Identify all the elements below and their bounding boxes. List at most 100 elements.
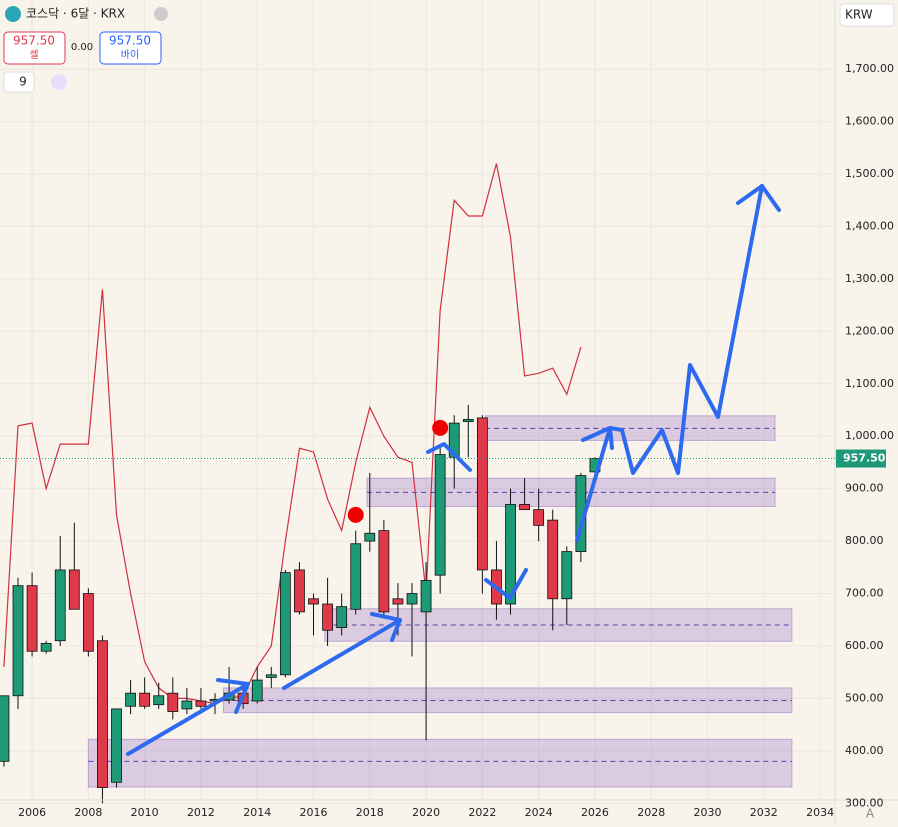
y-tick-label: 600.00: [845, 639, 884, 652]
candle-body: [167, 692, 179, 712]
candle-body: [378, 530, 390, 613]
y-tick-label: 1,700.00: [845, 62, 894, 75]
x-tick-label: 2020: [412, 806, 440, 819]
candle-body: [406, 593, 418, 605]
candle-body: [26, 585, 38, 652]
candle-body: [561, 551, 573, 600]
zone: [87, 738, 793, 788]
x-tick-label: 2030: [694, 806, 722, 819]
arrow: [575, 184, 764, 542]
sell-label: 셀: [29, 49, 38, 61]
candle-body: [12, 585, 24, 697]
y-tick-label: 1,400.00: [845, 220, 894, 233]
candle-body: [294, 569, 305, 613]
candle-body: [420, 580, 432, 613]
candle-body: [462, 419, 474, 422]
spread: 0.00: [71, 42, 93, 53]
buy-label: 바이: [121, 49, 139, 61]
x-tick-label: 2018: [356, 806, 384, 819]
x-tick-label: 2010: [131, 806, 159, 819]
y-tick-label: 1,000.00: [845, 429, 894, 442]
drawn-arrows: [126, 184, 781, 756]
scale-mode[interactable]: A: [866, 807, 875, 821]
arrow-head: [216, 678, 250, 714]
buy-button[interactable]: [99, 31, 162, 65]
candle-body: [279, 572, 291, 676]
candle-body: [153, 695, 165, 706]
signal-marker: [347, 506, 364, 523]
candle-body: [476, 417, 488, 571]
collapse-button[interactable]: [154, 7, 168, 21]
candle-body: [364, 532, 376, 542]
candle-body: [68, 569, 80, 610]
arrow-head: [581, 426, 614, 450]
arrow: [484, 568, 528, 600]
x-tick-label: 2016: [300, 806, 328, 819]
candle-body: [448, 422, 460, 458]
x-tick-label: 2022: [468, 806, 496, 819]
indicator-count: 9: [19, 75, 27, 89]
candle-body: [308, 598, 319, 605]
symbol: 코스닥 · 6달 · KRX: [26, 7, 125, 21]
sell-price: 957.50: [13, 34, 55, 48]
candle-body: [336, 606, 348, 629]
y-tick-label: 1,300.00: [845, 272, 894, 285]
x-tick-label: 2032: [750, 806, 778, 819]
candle-body: [519, 504, 530, 511]
band-line: [3, 163, 582, 705]
arrow-head: [736, 184, 781, 212]
candle-body: [125, 692, 136, 707]
arrow-head: [370, 612, 402, 642]
y-tick-label: 1,200.00: [845, 324, 894, 337]
candle-body: [195, 700, 207, 707]
candle-body: [392, 598, 404, 605]
y-tick-label: 900.00: [845, 482, 884, 495]
toolbar: 코스닥 · 6달 · KRX 957.50 셀 0.00 957.50 바이 9…: [3, 3, 895, 821]
y-tick-label: 800.00: [845, 534, 884, 547]
arrow: [282, 618, 402, 690]
candle-body: [533, 509, 545, 526]
sell-button[interactable]: [3, 31, 66, 65]
y-tick-label: 1,500.00: [845, 167, 894, 180]
y-tick-label: 1,600.00: [845, 115, 894, 128]
y-tick-label: 500.00: [845, 691, 884, 704]
arrow: [426, 442, 472, 472]
candle-body: [181, 700, 193, 710]
currency-select[interactable]: [839, 3, 895, 27]
candle-body: [265, 674, 277, 678]
signal-marker: [432, 419, 449, 436]
sync-button[interactable]: [51, 74, 67, 90]
x-tick-label: 2008: [74, 806, 102, 819]
y-tick-label: 300.00: [845, 796, 884, 809]
candle-body: [54, 569, 66, 642]
candle-body: [97, 640, 108, 788]
candle-body: [139, 692, 151, 707]
x-tick-label: 2012: [187, 806, 215, 819]
y-tick-label: 400.00: [845, 744, 884, 757]
candle-body: [547, 519, 559, 600]
candle-body: [40, 642, 52, 652]
candle-body: [350, 543, 362, 610]
x-tick-label: 2014: [243, 806, 271, 819]
last-price-box: [836, 449, 886, 468]
x-tick-label: 2006: [18, 806, 46, 819]
y-tick-label: 700.00: [845, 587, 884, 600]
candle-body: [322, 603, 333, 631]
currency: KRW: [845, 8, 873, 22]
last-price-label: 957.50: [843, 452, 886, 465]
x-tick-label: 2024: [525, 806, 553, 819]
candle-body: [111, 708, 122, 783]
candle-body: [0, 695, 10, 762]
y-tick-label: 1,100.00: [845, 377, 894, 390]
x-tick-label: 2026: [581, 806, 609, 819]
x-tick-label: 2028: [637, 806, 665, 819]
candle-body: [505, 504, 516, 605]
arrow: [126, 682, 250, 756]
symbol-icon: [5, 6, 21, 22]
candle-body: [434, 454, 446, 576]
indicator-toggle[interactable]: [3, 71, 35, 93]
x-tick-label: 2034: [806, 806, 834, 819]
candle-body: [82, 593, 94, 652]
